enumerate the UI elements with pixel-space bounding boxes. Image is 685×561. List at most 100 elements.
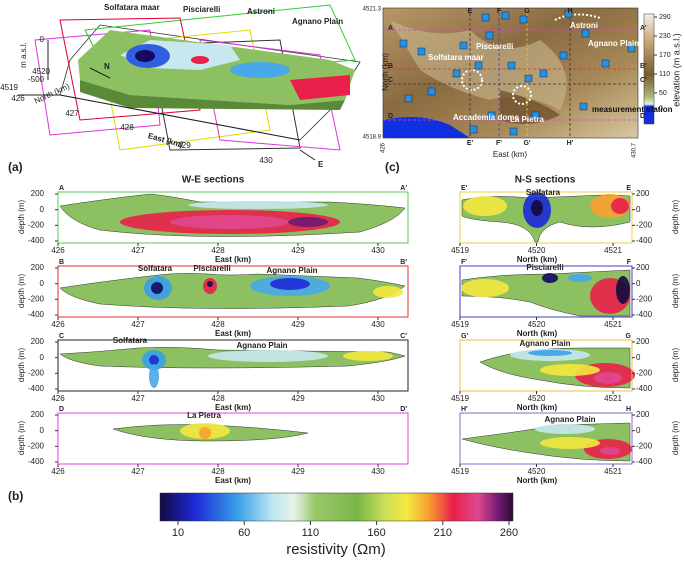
depth-tick-label: 200 [636,410,650,419]
depth-label: depth (m) [671,274,680,309]
x-tick-label: 427 [131,394,145,403]
east-tick: 430 [259,156,273,165]
map-end: F' [496,140,502,147]
elevation-tick-label: 170 [659,52,671,59]
section-end: H' [461,406,468,413]
x-tick-label: 430 [371,246,385,255]
x-tick-label: 426 [51,320,65,329]
map [382,7,655,139]
z-label: m a.s.l. [19,42,28,68]
x-axis-label: North (km) [517,329,558,338]
x-tick-label: 430 [371,467,385,476]
section-label: Agnano Plain [236,341,287,350]
x-tick-label: 428 [211,467,225,476]
map-east-tick: 426 [381,142,387,153]
depth-tick-label: -200 [636,294,653,303]
section-end: E' [461,185,468,192]
depth-tick-label: 200 [31,263,45,272]
east-tick: 429 [177,141,191,150]
section-label: La Pietra [187,411,221,420]
section-end: D [59,406,64,413]
depth-label: depth (m) [671,200,680,235]
depth-tick-label: -400 [28,384,45,393]
x-tick-label: 4519 [451,394,469,403]
depth-tick-label: -400 [636,384,653,393]
x-tick-label: 427 [131,246,145,255]
anomaly [611,198,629,214]
x-tick-label: 429 [291,394,305,403]
depth-tick-label: 0 [636,353,641,362]
colorbar-label: resistivity (Ωm) [286,541,386,558]
colorbar-tick-label: 60 [238,527,250,539]
anomaly [540,437,600,449]
x-tick-label: 429 [291,467,305,476]
x-tick-label: 427 [131,320,145,329]
anomaly [600,447,620,455]
depth-tick-label: -400 [28,236,45,245]
x-tick-label: 4520 [528,320,546,329]
x-axis-label: East (km) [215,329,251,338]
section-end: F [627,259,632,266]
section-end: B [59,259,64,266]
section [57,191,409,244]
map-end: D [388,113,393,120]
depth-tick-label: -400 [636,236,653,245]
anomaly [568,274,592,282]
section-label: Solfatara [526,188,561,197]
map-end: H' [567,140,574,147]
section-title: N-S sections [515,175,576,186]
north-tick: 4519 [0,83,18,92]
east-tick: 426 [11,94,25,103]
map-end: A' [640,25,647,32]
x-tick-label: 428 [211,394,225,403]
x-tick-label: 4520 [528,394,546,403]
section-frame [57,191,409,244]
anomaly [208,350,328,362]
map-east-tick: 430.7 [632,142,638,158]
depth-tick-label: 200 [31,337,45,346]
x-tick-label: 430 [371,320,385,329]
anomaly [343,351,393,361]
section-body [461,269,631,317]
section-end: A [59,185,64,192]
block-label: Solfatara maar [104,3,160,12]
map-label: Pisciarelli [476,42,513,51]
x-tick-label: 4521 [604,246,622,255]
section-label: Pisciarelli [526,263,563,272]
x-tick-label: 427 [131,467,145,476]
section-body [59,273,406,309]
anomaly [531,200,543,216]
colorbar-tick-label: 110 [302,527,320,539]
anomaly [373,286,403,298]
section-frame [459,412,633,465]
map-end: H [567,8,572,15]
section-label: Agnano Plain [519,339,570,348]
map-label: measurement station [592,105,673,114]
depth-tick-label: 200 [636,337,650,346]
section-end: C' [400,333,407,340]
anomaly [540,364,600,376]
east-label: East (km) [147,131,184,149]
depth-tick-label: -200 [28,441,45,450]
map-east-label: East (km) [493,150,528,159]
panel-label: (b) [8,489,23,503]
block-label: Astroni [247,7,275,16]
section-label: Solfatara [113,336,148,345]
elevation-tick-label: 50 [659,90,667,97]
x-axis-label: North (km) [517,476,558,485]
anomaly [199,427,211,439]
section [57,412,409,465]
map-end: G [524,8,530,15]
map-north-label: North (km) [381,53,390,91]
block-3d [18,4,361,161]
section-end: C [59,333,64,340]
depth-tick-label: 200 [636,189,650,198]
map-end: A [388,25,393,32]
x-tick-label: 4519 [451,467,469,476]
z-tick: -500 [28,75,45,84]
z-tick: 0 [40,35,45,44]
section-title: W-E sections [182,175,245,186]
map-end: D' [640,113,647,120]
x-tick-label: 4521 [604,467,622,476]
section-frame [459,339,633,392]
